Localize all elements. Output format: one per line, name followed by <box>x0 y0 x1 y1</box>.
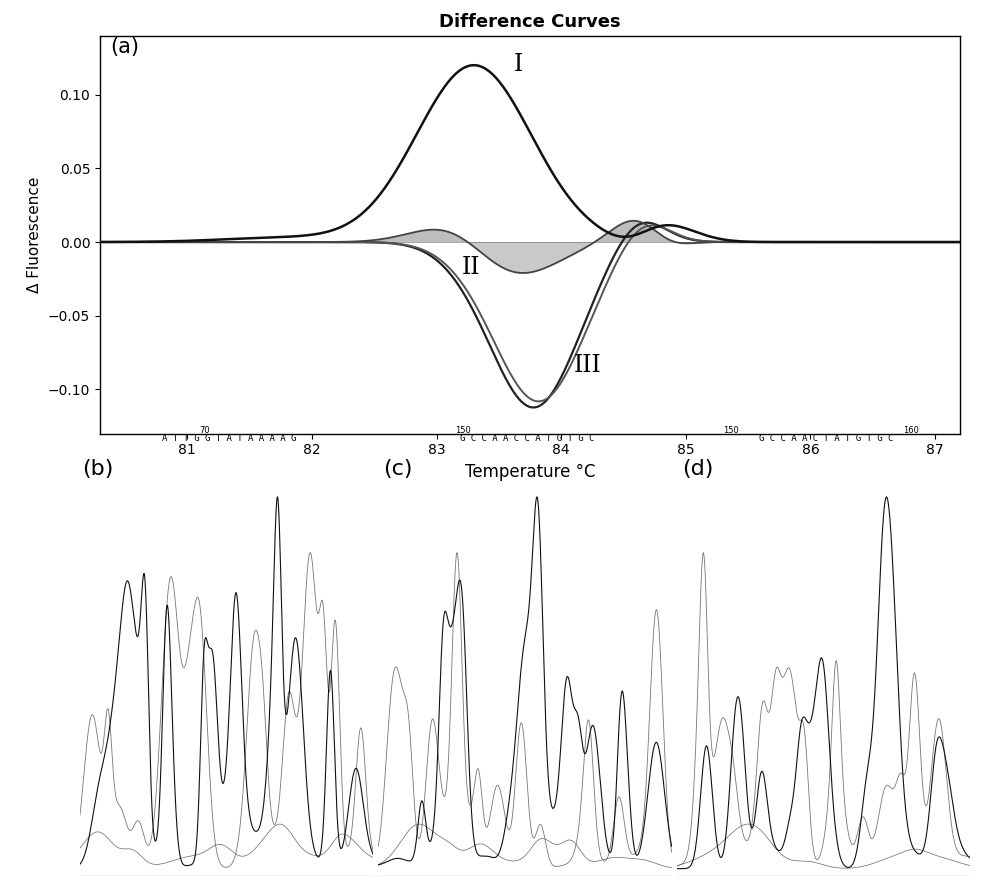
Text: (d): (d) <box>682 459 713 478</box>
Text: 150: 150 <box>455 426 470 435</box>
Text: A T T G G T A T A A A A G: A T T G G T A T A A A A G <box>162 434 296 443</box>
Text: 150: 150 <box>723 426 739 435</box>
Text: III: III <box>574 354 601 376</box>
Text: (c): (c) <box>383 459 413 478</box>
Text: G C C A A C C A T G T G C: G C C A A C C A T G T G C <box>460 434 595 443</box>
Text: II: II <box>461 257 480 280</box>
Text: I: I <box>514 53 523 76</box>
Text: G C C A A C T A T G T G C: G C C A A C T A T G T G C <box>759 434 893 443</box>
Text: 160: 160 <box>903 426 919 435</box>
Text: (b): (b) <box>82 459 113 478</box>
Text: (a): (a) <box>110 38 139 57</box>
X-axis label: Temperature °C: Temperature °C <box>465 463 595 481</box>
Y-axis label: Δ Fluorescence: Δ Fluorescence <box>27 176 42 293</box>
Title: Difference Curves: Difference Curves <box>439 13 621 31</box>
Text: 70: 70 <box>199 426 209 435</box>
